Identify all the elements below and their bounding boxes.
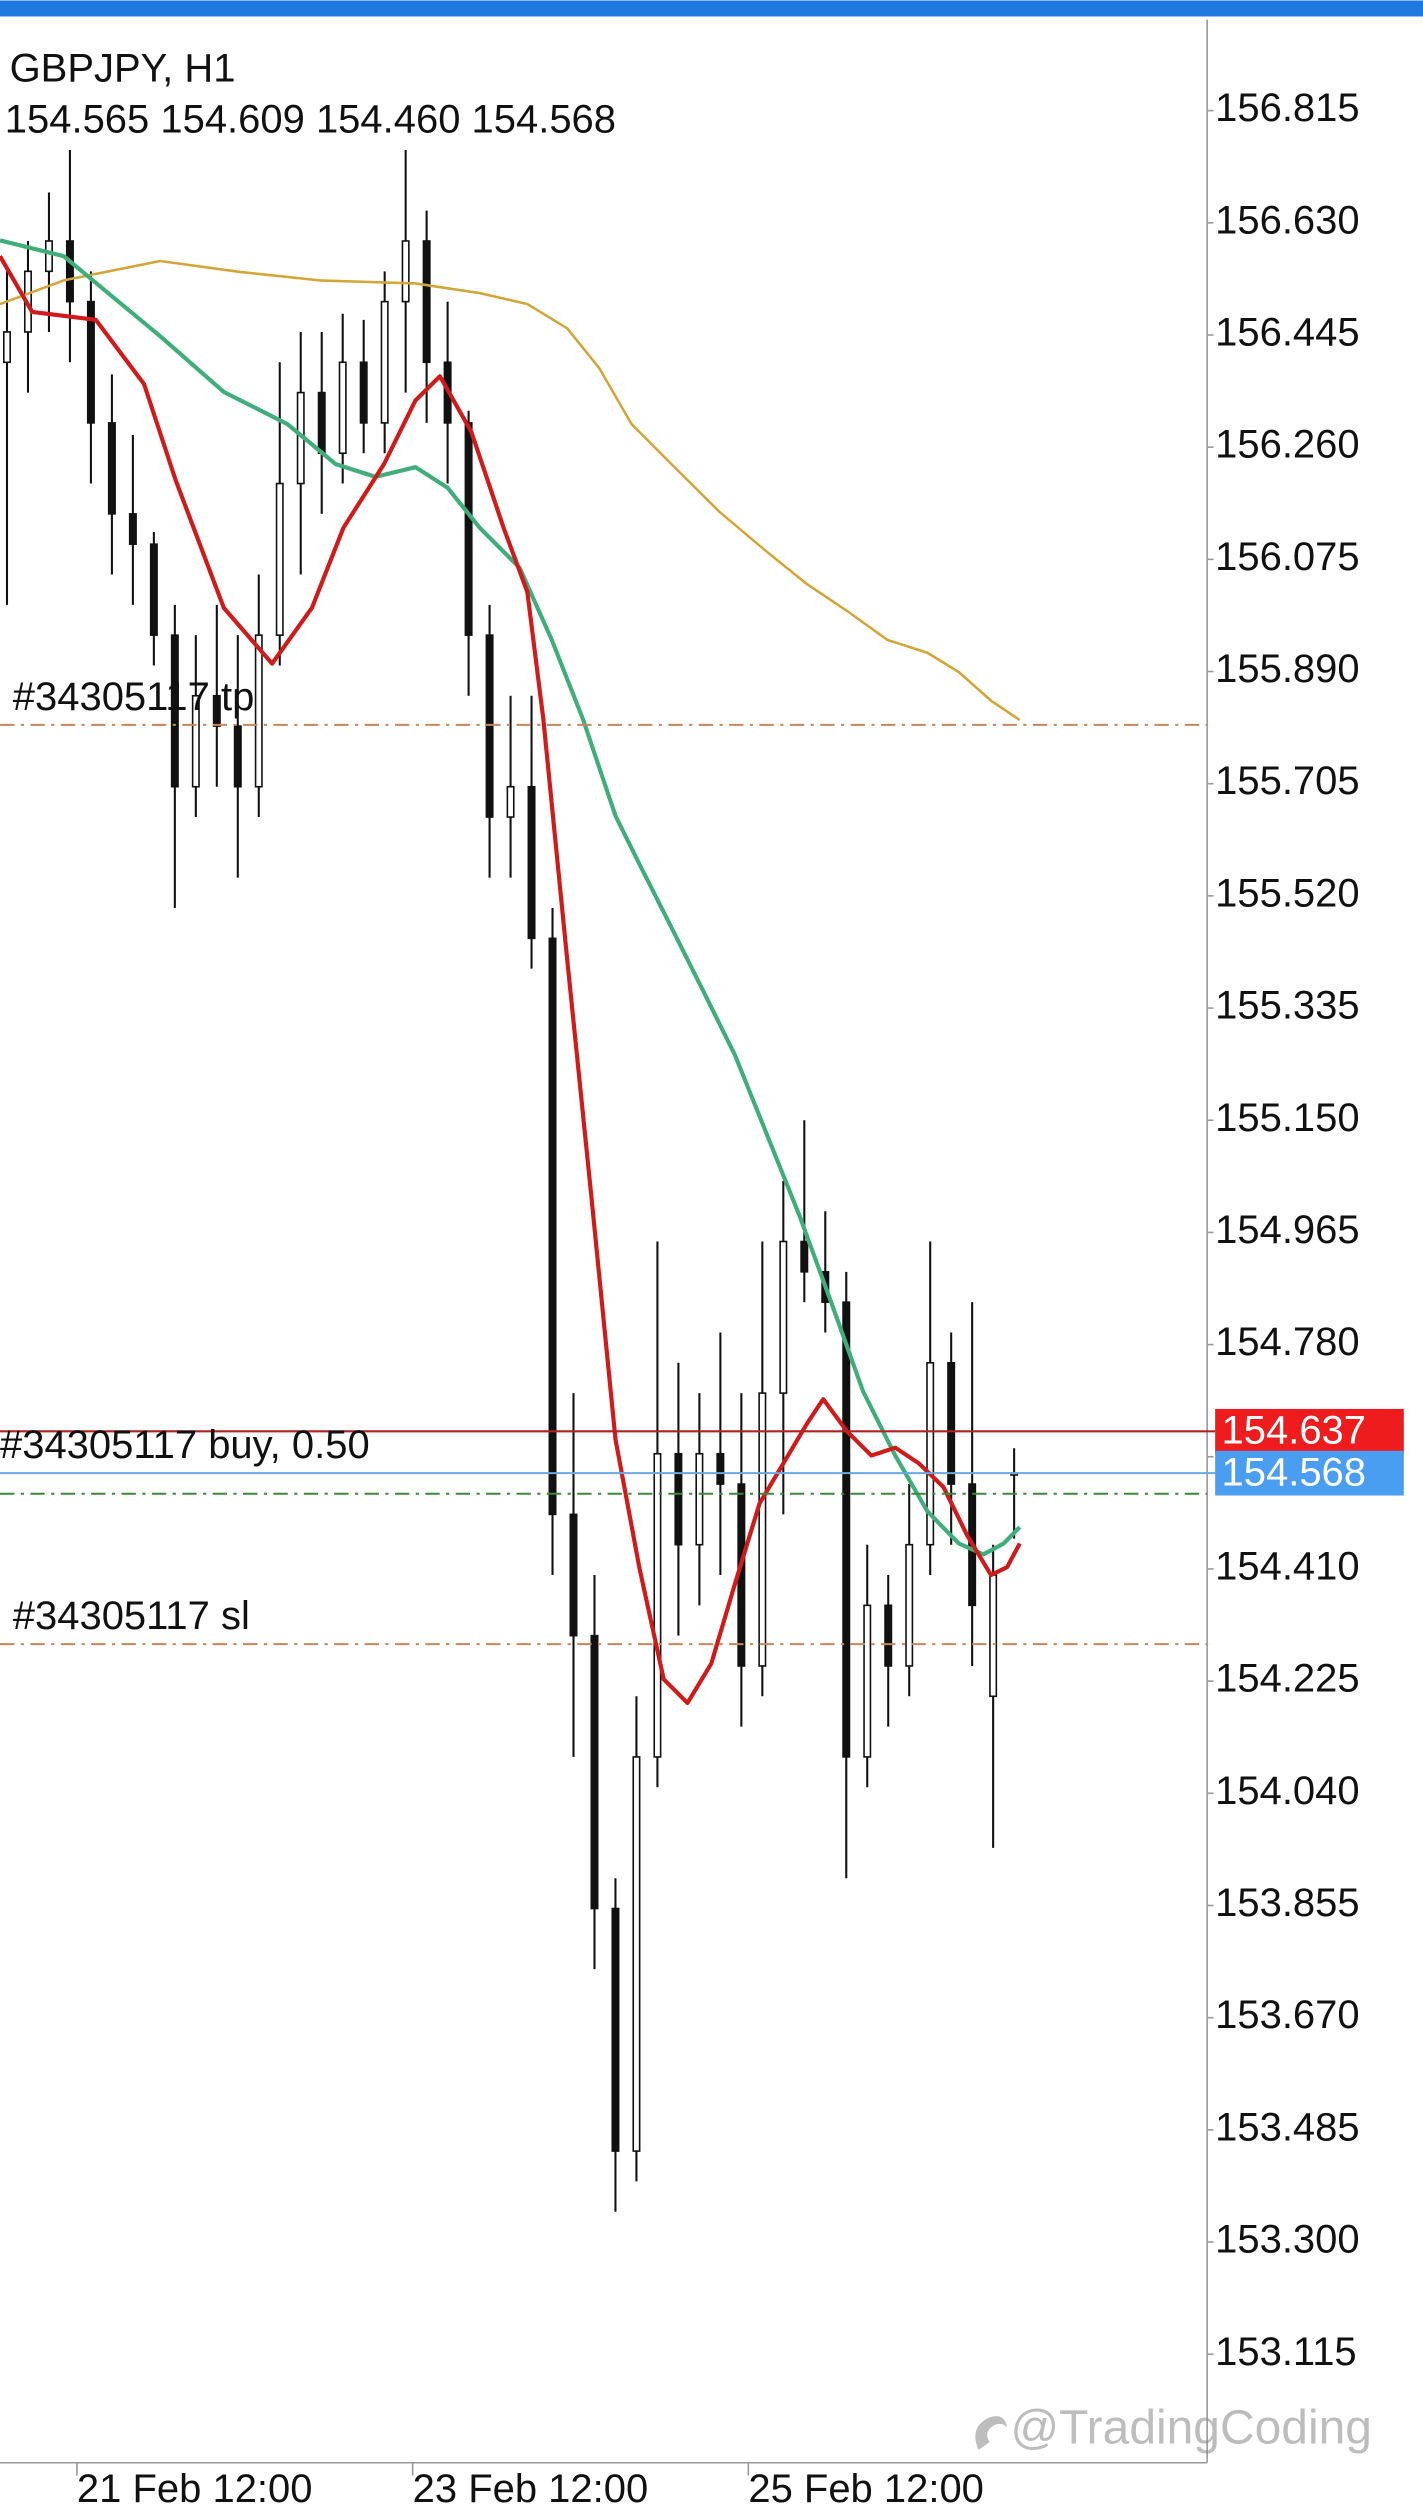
y-tick-label: 155.520 (1215, 871, 1359, 915)
moving-average-line (0, 255, 1022, 1706)
candle-body (233, 725, 242, 788)
candle-body (149, 543, 158, 636)
candle-body (800, 1240, 809, 1273)
watermark: @TradingCoding (975, 2401, 1372, 2454)
price-tag-label: 154.568 (1222, 1450, 1366, 1494)
level-label: #34305117 buy, 0.50 (0, 1423, 370, 1467)
candle-body (863, 1604, 872, 1758)
candle-body (590, 1634, 599, 1910)
y-tick-label: 153.115 (1215, 2330, 1357, 2374)
y-tick-label: 154.040 (1215, 1769, 1359, 1813)
y-tick-label: 153.670 (1215, 1993, 1359, 2037)
candle-body (779, 1240, 788, 1394)
candle-body (128, 513, 137, 545)
candle-body (947, 1361, 956, 1485)
candle-body (989, 1574, 998, 1698)
y-tick-label: 154.780 (1215, 1320, 1359, 1364)
y-tick-label: 154.965 (1215, 1208, 1359, 1252)
candle-body (275, 482, 284, 636)
y-tick-label: 156.075 (1215, 535, 1359, 579)
moving-average-line (0, 238, 1022, 1557)
y-tick-label: 155.335 (1215, 984, 1359, 1028)
y-tick-label: 153.300 (1215, 2218, 1359, 2262)
candle-body (401, 240, 410, 303)
candle-body (212, 694, 221, 727)
candle-body (716, 1452, 725, 1485)
candle-body (905, 1543, 914, 1667)
candle-body (758, 1392, 767, 1667)
watermark-logo (975, 2416, 1008, 2450)
candle-body (569, 1513, 578, 1637)
candle-body (674, 1452, 683, 1546)
candle-body (884, 1604, 893, 1667)
top-bar (0, 0, 1423, 17)
candle-body (359, 361, 368, 424)
moving-average-line (0, 259, 1021, 722)
candle-body (317, 391, 326, 455)
level-label: #34305117 tp (13, 675, 255, 719)
candle-body (65, 240, 74, 303)
watermark-text: @TradingCoding (1010, 2401, 1371, 2454)
y-tick-label: 153.485 (1215, 2105, 1359, 2149)
candle-body (506, 785, 515, 818)
candle-body (548, 937, 557, 1516)
price-tag (1215, 1408, 1404, 1454)
y-tick-label: 156.445 (1215, 311, 1359, 355)
candle-body (170, 634, 179, 788)
y-tick-label: 156.630 (1215, 198, 1359, 242)
candle-body (86, 300, 95, 424)
price-tag-label: 154.637 (1222, 1408, 1366, 1452)
symbol-title: GBPJPY, H1 (10, 46, 236, 90)
candle-body (464, 422, 473, 636)
price-tag (1215, 1450, 1404, 1496)
candle-body (653, 1452, 662, 1758)
candle-body (44, 240, 53, 273)
candle-body (338, 361, 347, 455)
candle-body (632, 1756, 641, 2152)
x-tick-label: 23 Feb 12:00 (413, 2467, 649, 2508)
y-tick-label: 156.815 (1215, 86, 1359, 130)
candle-body (2, 331, 11, 364)
y-tick-label: 155.150 (1215, 1096, 1359, 1140)
candle-body (842, 1301, 851, 1758)
x-tick-label: 25 Feb 12:00 (748, 2467, 984, 2508)
y-tick-label: 155.705 (1215, 759, 1359, 803)
y-tick-label: 155.890 (1215, 647, 1359, 691)
candle-body (254, 634, 263, 788)
candle-body (527, 785, 536, 940)
x-tick-label: 21 Feb 12:00 (77, 2467, 313, 2508)
candle-body (611, 1907, 620, 2152)
candle-body (191, 694, 200, 788)
candle-body (422, 240, 431, 364)
ohlc-header: 154.565 154.609 154.460 154.568 (5, 98, 616, 142)
candle-body (107, 422, 116, 515)
level-label: #34305117 sl (13, 1594, 250, 1638)
candle-body (926, 1361, 935, 1546)
y-tick-label: 154.225 (1215, 1657, 1359, 1701)
candle-body (695, 1452, 704, 1546)
candle-body (380, 300, 389, 424)
y-tick-label: 153.855 (1215, 1881, 1359, 1925)
y-tick-label: 154.410 (1215, 1545, 1359, 1589)
candle-body (485, 634, 494, 818)
plot-area (0, 150, 1022, 2212)
y-tick-label: 156.260 (1215, 423, 1359, 467)
